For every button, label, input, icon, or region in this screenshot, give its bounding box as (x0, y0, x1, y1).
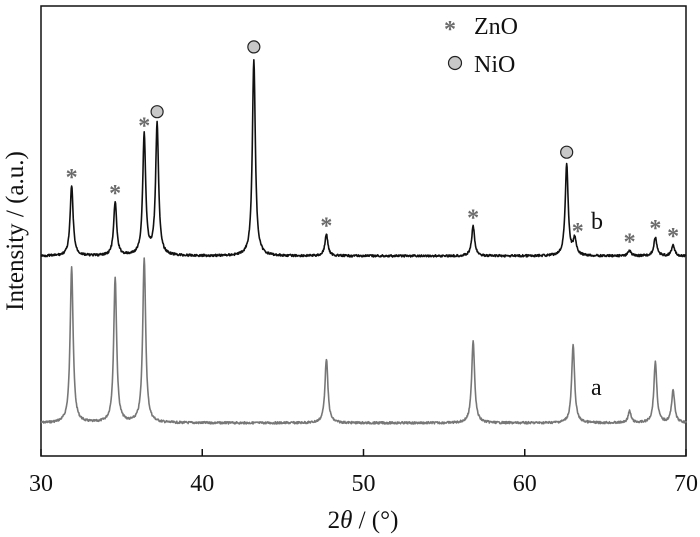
zno-peak-marker: * (649, 216, 661, 242)
plot-frame (40, 5, 687, 457)
series-label-b: b (591, 209, 603, 235)
series-group (40, 58, 687, 425)
x-axis-label-symbol: θ (340, 507, 352, 534)
zno-peak-marker: * (66, 165, 78, 191)
x-tick-label: 50 (352, 471, 376, 497)
nio-peak-marker (247, 40, 261, 54)
x-tick-label: 30 (29, 471, 53, 497)
zno-peak-marker: * (467, 205, 479, 231)
x-axis-label-prefix: 2 (328, 507, 341, 534)
zno-peak-marker: * (667, 224, 679, 250)
legend: * ZnO NiO (444, 14, 518, 78)
legend-asterisk-icon: * (444, 17, 456, 43)
x-tick-label: 60 (513, 471, 537, 497)
peak-markers: **** ** ** * (66, 40, 679, 256)
x-tick-label: 40 (190, 471, 214, 497)
y-axis-label: Intensity / (a.u.) (2, 151, 29, 311)
zno-peak-marker: * (624, 230, 636, 256)
zno-peak-marker: * (109, 181, 121, 207)
x-axis-label-suffix: / (°) (352, 507, 398, 534)
nio-peak-marker (560, 145, 574, 159)
x-tick-label: 70 (674, 471, 698, 497)
series-label-a: a (591, 375, 602, 401)
series-line-a (40, 257, 687, 425)
zno-peak-marker: * (572, 219, 584, 245)
zno-peak-marker: * (138, 114, 150, 140)
legend-circle-icon (447, 55, 463, 71)
legend-label-zno: ZnO (474, 14, 518, 40)
x-axis-label: 2θ / (°) (328, 507, 399, 534)
nio-peak-marker (150, 105, 164, 119)
series-line-b (40, 58, 687, 258)
zno-peak-marker: * (320, 213, 332, 239)
legend-label-nio: NiO (474, 52, 515, 78)
x-ticks: 30 40 50 60 70 (29, 449, 698, 497)
